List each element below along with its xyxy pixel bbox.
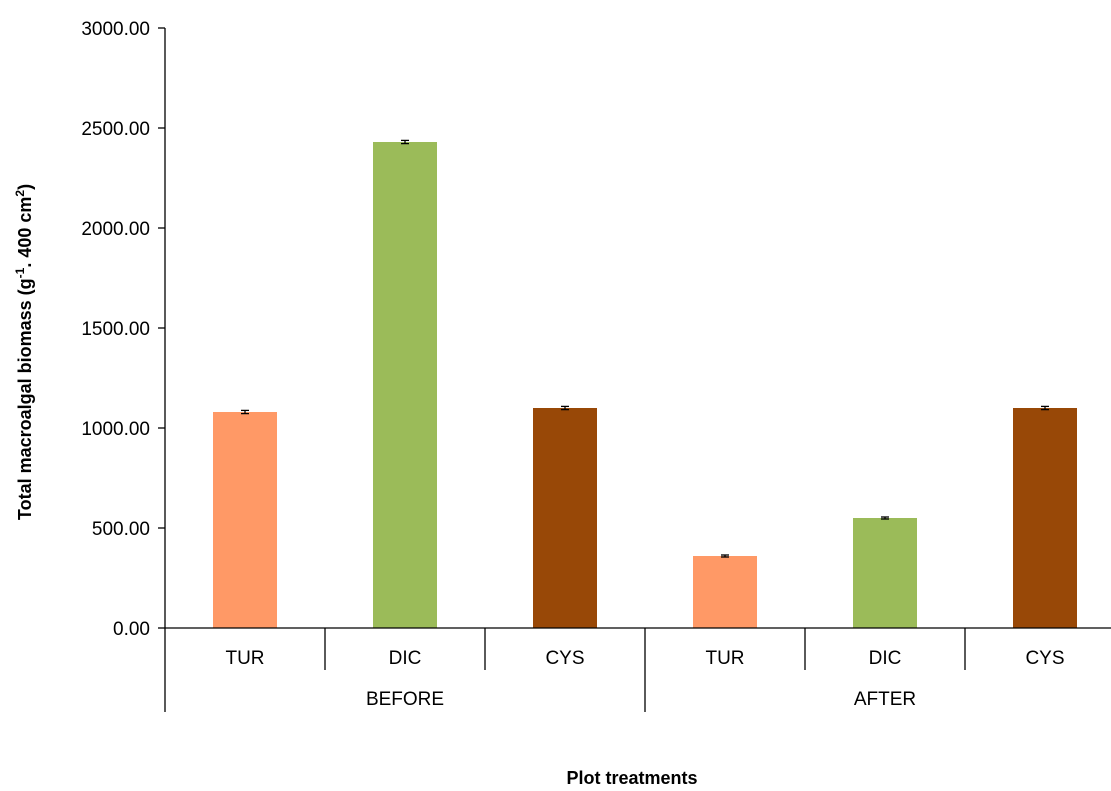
bar-before-cys	[533, 408, 597, 628]
bars	[213, 139, 1077, 628]
x-category-label: CYS	[1025, 648, 1064, 669]
y-tick-label: 500.00	[92, 519, 150, 540]
bar-after-tur	[693, 556, 757, 628]
y-tick-label: 2500.00	[81, 119, 150, 140]
y-tick-label: 0.00	[113, 619, 150, 640]
category-labels: TUR DIC CYS TUR DIC CYS BEFORE AFTER	[225, 648, 1064, 710]
bar-after-cys	[1013, 408, 1077, 628]
y-axis-ticks: 0.00 500.00 1000.00 1500.00 2000.00 2500.00 30…	[81, 19, 165, 640]
x-category-label: TUR	[225, 648, 264, 669]
bar-before-tur	[213, 412, 277, 628]
bar-before-dic	[373, 142, 437, 628]
group-label-after: AFTER	[854, 689, 916, 710]
y-axis-title: Total macroalgal biomass (g-1. 400 cm2)	[13, 184, 35, 520]
bar-after-dic	[853, 518, 917, 628]
x-axis-title: Plot treatments	[566, 768, 697, 788]
y-tick-label: 1500.00	[81, 319, 150, 340]
y-tick-label: 2000.00	[81, 219, 150, 240]
x-category-label: DIC	[389, 648, 422, 669]
x-category-label: DIC	[869, 648, 902, 669]
y-tick-label: 3000.00	[81, 19, 150, 40]
axes	[164, 28, 1111, 712]
group-label-before: BEFORE	[366, 689, 444, 710]
x-category-label: CYS	[545, 648, 584, 669]
y-tick-label: 1000.00	[81, 419, 150, 440]
x-category-label: TUR	[705, 648, 744, 669]
